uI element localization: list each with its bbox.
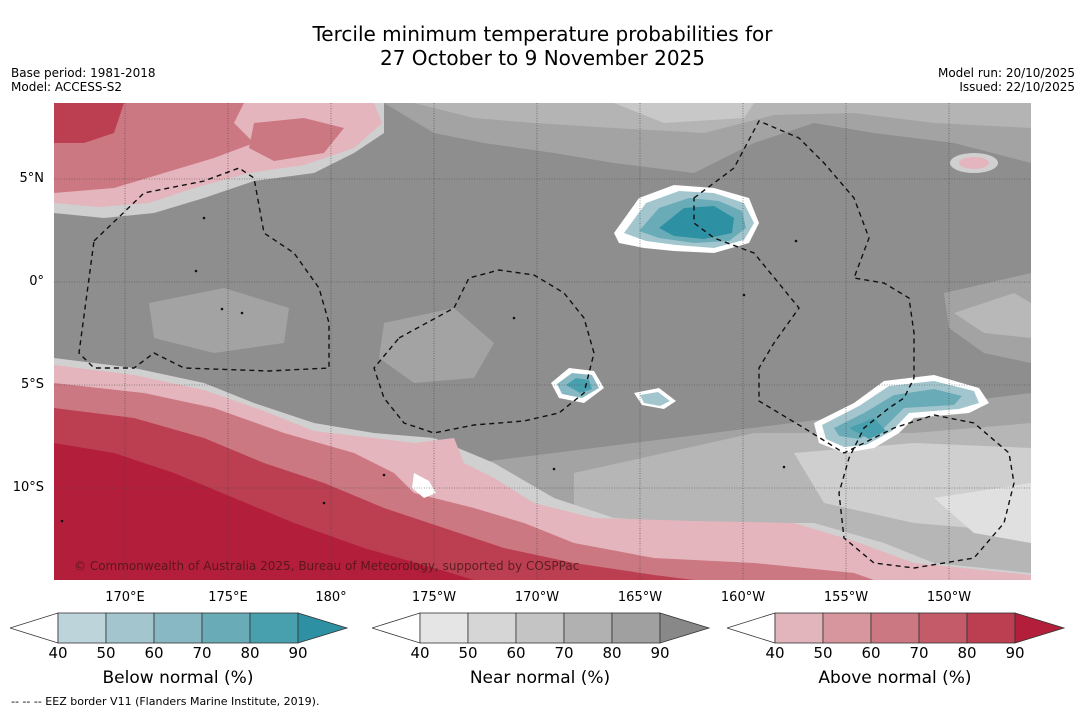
lon-label-165w: 165°W bbox=[617, 590, 663, 605]
colorbar-segment bbox=[153, 612, 203, 644]
model-name: Model: ACCESS-S2 bbox=[11, 80, 123, 94]
lon-label-170e: 170°E bbox=[105, 590, 145, 605]
colorbar-tick: 90 bbox=[1005, 644, 1025, 662]
colorbar-tick: 80 bbox=[957, 644, 977, 662]
colorbar-segment bbox=[659, 612, 711, 644]
eez-footnote: -- -- -- EEZ border V11 (Flanders Marine… bbox=[11, 695, 320, 708]
map-copyright: © Commonwealth of Australia 2025, Bureau… bbox=[74, 559, 580, 573]
base-period: Base period: 1981-2018 bbox=[11, 66, 156, 80]
colorbar-tick: 90 bbox=[650, 644, 670, 662]
above-normal-region bbox=[249, 118, 344, 161]
colorbar-segment bbox=[57, 612, 107, 644]
lon-label-175w: 175°W bbox=[411, 590, 457, 605]
colorbar-tick: 40 bbox=[765, 644, 785, 662]
lon-label-175e: 175°E bbox=[208, 590, 248, 605]
colorbar-segment bbox=[105, 612, 155, 644]
above-normal-region bbox=[54, 443, 474, 580]
colorbar-label-above-normal: Above normal (%) bbox=[818, 668, 972, 688]
colorbar-label-near-normal: Near normal (%) bbox=[469, 668, 611, 688]
colorbar-tick: 50 bbox=[813, 644, 833, 662]
colorbar-tick: 50 bbox=[96, 644, 116, 662]
colorbar-tick: 70 bbox=[909, 644, 929, 662]
colorbar-tick: 40 bbox=[48, 644, 68, 662]
below-normal-region bbox=[659, 206, 734, 239]
below-normal-region bbox=[566, 378, 592, 393]
near-normal-region bbox=[149, 288, 289, 353]
colorbar-segment bbox=[822, 612, 872, 644]
island-markers bbox=[60, 216, 798, 523]
lon-label-170w: 170°W bbox=[514, 590, 560, 605]
near-normal-region bbox=[379, 308, 494, 383]
colorbar-segment bbox=[467, 612, 517, 644]
lat-label-0: 0° bbox=[29, 274, 44, 289]
near-normal-region bbox=[934, 483, 1031, 543]
colorbar-segment bbox=[563, 612, 613, 644]
eez-borders bbox=[78, 120, 1015, 569]
colorbar-above-normal bbox=[727, 612, 1066, 644]
colorbar-tick: 60 bbox=[861, 644, 881, 662]
lat-label-5s: 5°S bbox=[20, 377, 44, 392]
colorbar-near-normal bbox=[372, 612, 711, 644]
colorbar-tick: 70 bbox=[192, 644, 212, 662]
below-normal-region bbox=[849, 418, 886, 439]
colorbar-tick: 80 bbox=[602, 644, 622, 662]
above-normal-region bbox=[54, 103, 124, 143]
colorbar-tick: 50 bbox=[458, 644, 478, 662]
colorbar-tick: 90 bbox=[288, 644, 308, 662]
lon-label-160w: 160°W bbox=[720, 590, 766, 605]
colorbar-tick: 60 bbox=[506, 644, 526, 662]
above-normal-region bbox=[959, 157, 989, 169]
colorbar-segment bbox=[201, 612, 251, 644]
graticule bbox=[54, 103, 1031, 580]
lat-label-10s: 10°S bbox=[12, 480, 44, 495]
colorbar-below-normal bbox=[10, 612, 349, 644]
colorbar-segment bbox=[611, 612, 661, 644]
lon-label-180: 180° bbox=[315, 590, 347, 605]
colorbar-tick: 70 bbox=[554, 644, 574, 662]
probability-map bbox=[54, 103, 1031, 580]
colorbar-segment bbox=[870, 612, 920, 644]
colorbar-segment bbox=[918, 612, 968, 644]
lon-label-155w: 155°W bbox=[823, 590, 869, 605]
colorbar-segment bbox=[727, 612, 776, 644]
map-title-line2: 27 October to 9 November 2025 bbox=[379, 46, 706, 70]
model-run: Model run: 20/10/2025 bbox=[937, 66, 1075, 80]
colorbar-tick: 80 bbox=[240, 644, 260, 662]
issued-date: Issued: 22/10/2025 bbox=[959, 80, 1075, 94]
colorbar-segment bbox=[297, 612, 349, 644]
colorbar-segment bbox=[249, 612, 299, 644]
lat-label-5n: 5°N bbox=[19, 171, 45, 186]
colorbar-segment bbox=[966, 612, 1016, 644]
colorbar-segment bbox=[1014, 612, 1066, 644]
near-normal-region bbox=[412, 473, 436, 498]
lon-label-150w: 150°W bbox=[926, 590, 972, 605]
colorbar-tick: 60 bbox=[144, 644, 164, 662]
below-normal-region bbox=[640, 392, 670, 406]
near-normal-region bbox=[954, 293, 1031, 338]
colorbar-segment bbox=[10, 612, 59, 644]
colorbar-tick: 40 bbox=[410, 644, 430, 662]
colorbar-segment bbox=[372, 612, 421, 644]
near-normal-region bbox=[614, 103, 754, 123]
map-title-line1: Tercile minimum temperature probabilitie… bbox=[312, 22, 773, 46]
colorbar-segment bbox=[774, 612, 824, 644]
colorbar-label-below-normal: Below normal (%) bbox=[102, 668, 254, 688]
colorbar-segment bbox=[419, 612, 469, 644]
colorbar-segment bbox=[515, 612, 565, 644]
